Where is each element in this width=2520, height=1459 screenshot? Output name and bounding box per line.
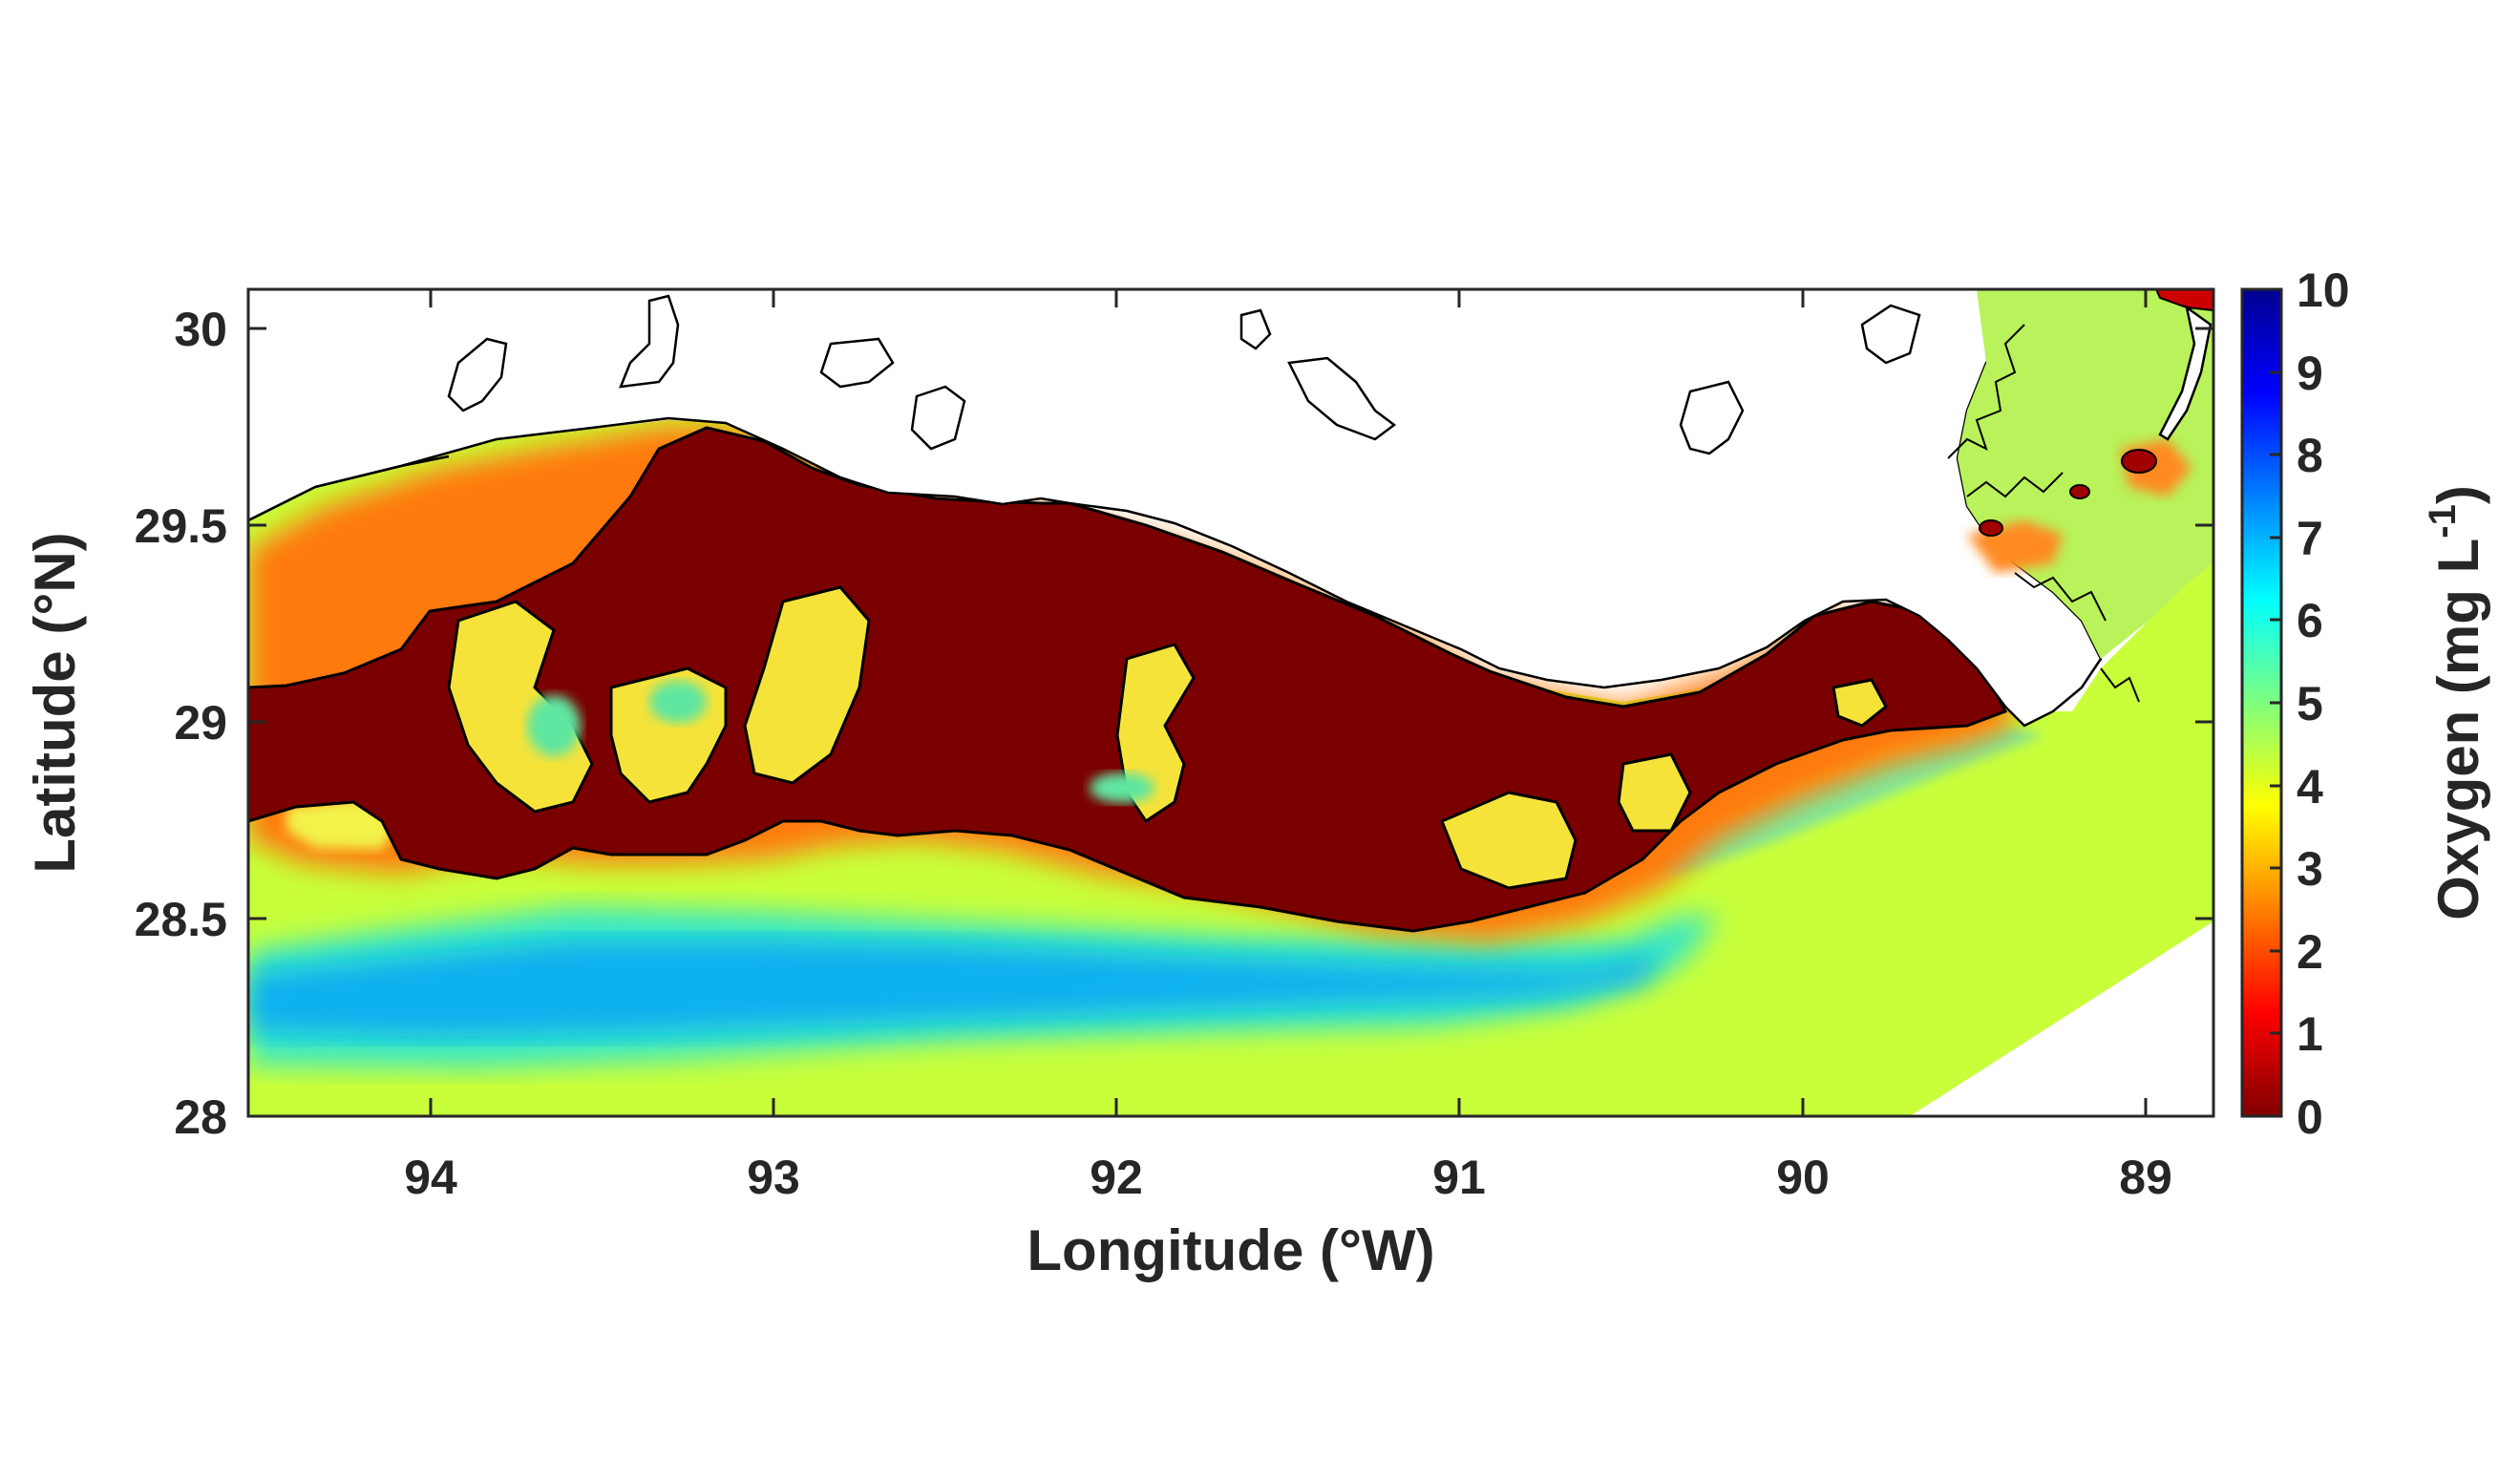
x-tick-labels: 94 93 92 91 90 89 <box>404 1151 2172 1204</box>
x-tick-label: 92 <box>1090 1151 1143 1204</box>
chandeleur-islands <box>2158 305 2213 441</box>
y-tick-label: 30 <box>174 303 227 356</box>
lake-outline <box>819 337 895 389</box>
colorbar-tick-label: 10 <box>2297 264 2350 317</box>
oxygen-patch <box>649 681 707 723</box>
oxygenated-island <box>1617 752 1692 833</box>
y-tick-label: 29.5 <box>135 499 227 553</box>
oxygenated-island <box>743 585 871 785</box>
oxygen-patch <box>1090 772 1154 803</box>
y-ticks <box>248 327 2213 1118</box>
colorbar-tick-label: 8 <box>2297 429 2323 482</box>
x-ticks <box>429 289 2148 1116</box>
colorbar-tick-label: 6 <box>2297 594 2323 647</box>
colorbar-tick-label: 5 <box>2297 677 2323 730</box>
colorbar-label-close: ) <box>2426 485 2490 504</box>
colorbar-tick-label: 9 <box>2297 347 2323 400</box>
colorbar-label-superscript: -1 <box>2422 504 2464 539</box>
colorbar-tick-label: 7 <box>2297 512 2323 565</box>
oxygenated-island <box>1440 791 1578 890</box>
sound-hypoxic-pocket <box>2121 449 2157 474</box>
x-tick-label: 94 <box>404 1151 457 1204</box>
colorbar: 10 9 8 7 6 5 4 3 2 1 0 Oxygen (mg L-1) <box>2240 264 2490 1144</box>
oxygen-patch <box>527 695 581 756</box>
delta-marsh <box>1947 324 2140 703</box>
sound-hypoxic-pocket <box>2154 289 2213 312</box>
lake-outline <box>619 294 680 389</box>
y-tick-labels: 30 29.5 29 28.5 28 <box>135 303 227 1144</box>
x-axis-title: Longitude (°W) <box>1027 1218 1434 1282</box>
colorbar-label-main: Oxygen (mg L <box>2426 539 2490 920</box>
oxygenated-island <box>447 600 594 814</box>
y-tick-label: 28.5 <box>135 893 227 946</box>
colorbar-label: Oxygen (mg L-1) <box>2422 485 2490 920</box>
x-tick-label: 93 <box>747 1151 800 1204</box>
colorbar-tick-label: 0 <box>2297 1090 2323 1144</box>
delta-plume <box>1623 726 2044 874</box>
lake-outline <box>1239 308 1272 350</box>
plot-frame <box>246 287 2215 1118</box>
x-tick-label: 90 <box>1776 1151 1830 1204</box>
colorbar-tick-label: 1 <box>2297 1007 2323 1061</box>
lake-outline <box>910 385 966 451</box>
y-tick-label: 28 <box>174 1090 227 1144</box>
lake-outline <box>1287 356 1397 441</box>
coastline-west <box>248 455 450 522</box>
offshore-band-core <box>248 941 1662 1037</box>
lake-outline <box>1860 304 1921 365</box>
y-tick-label: 29 <box>174 696 227 750</box>
colorbar-tick-labels: 10 9 8 7 6 5 4 3 2 1 0 <box>2297 264 2350 1144</box>
colorbar-tick-label: 2 <box>2297 925 2323 979</box>
y-axis-title: Latitude (°N) <box>23 532 87 873</box>
colorbar-ticks <box>2270 287 2281 1118</box>
map-panel <box>248 289 2213 1116</box>
oxygenated-island <box>1832 678 1888 728</box>
lake-outline <box>1679 380 1745 455</box>
x-tick-label: 89 <box>2119 1151 2172 1204</box>
sound-hypoxic-pocket <box>2069 484 2090 499</box>
lake-outline <box>447 337 508 412</box>
x-tick-label: 91 <box>1432 1151 1486 1204</box>
colorbar-tick-label: 4 <box>2297 760 2323 814</box>
sound-hypoxic-pocket <box>1979 519 2003 537</box>
colorbar-tick-label: 3 <box>2297 842 2323 896</box>
